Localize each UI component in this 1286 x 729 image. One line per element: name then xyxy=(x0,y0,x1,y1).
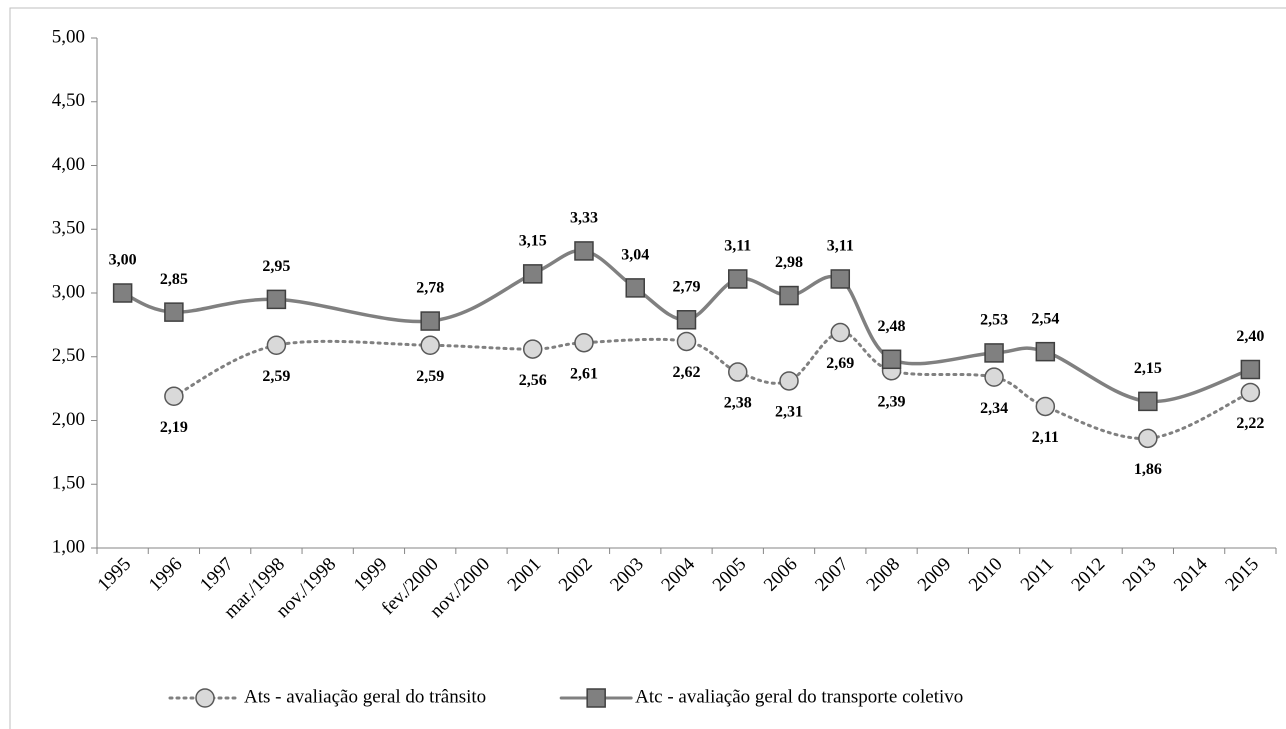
x-tick-label: 2011 xyxy=(1017,554,1058,595)
data-point xyxy=(266,289,287,310)
data-point xyxy=(1138,391,1158,412)
series-line xyxy=(120,249,1253,404)
x-tick-label: 2004 xyxy=(657,553,699,595)
x-tick-label: 1996 xyxy=(145,554,187,596)
data-point xyxy=(1240,359,1261,380)
data-point xyxy=(1240,382,1261,403)
legend: Ats - avaliação geral do trânsito Atc - a… xyxy=(168,686,963,708)
data-label: 3,04 xyxy=(621,247,649,264)
x-tick-label: 2003 xyxy=(606,554,648,596)
data-label: 2,15 xyxy=(1134,360,1162,377)
data-point xyxy=(830,322,851,343)
data-label: 2,48 xyxy=(878,318,906,335)
x-tick-label: 1997 xyxy=(196,554,238,596)
data-label: 3,11 xyxy=(724,238,751,255)
chart-border xyxy=(9,7,1286,729)
x-tick-label: 2002 xyxy=(555,554,597,596)
data-label: 2,69 xyxy=(826,355,854,372)
data-label: 2,38 xyxy=(724,395,752,412)
y-tick-label: 1,00 xyxy=(52,536,85,557)
y-tick-label: 2,00 xyxy=(52,409,85,430)
data-point xyxy=(164,386,184,407)
data-point xyxy=(625,278,645,298)
x-tick-label: 2007 xyxy=(811,554,853,596)
data-label: 2,39 xyxy=(878,393,906,410)
data-label: 2,31 xyxy=(775,404,803,421)
data-point xyxy=(164,302,184,322)
data-label: 2,11 xyxy=(1032,429,1059,446)
data-label: 1,86 xyxy=(1134,461,1162,478)
legend-label: Ats - avaliação geral do trânsito xyxy=(244,686,486,707)
x-tick-label: 1999 xyxy=(350,554,392,596)
data-point xyxy=(779,285,799,306)
data-label: 2,98 xyxy=(775,254,803,271)
data-point xyxy=(574,332,594,353)
x-tick-label: 2005 xyxy=(709,554,751,596)
data-label: 2,78 xyxy=(416,280,444,297)
y-tick-label: 3,00 xyxy=(52,281,85,302)
data-point xyxy=(522,339,543,359)
legend-marker xyxy=(586,688,606,708)
data-label: 3,15 xyxy=(519,233,547,250)
x-tick-label: 2013 xyxy=(1119,554,1161,596)
data-point xyxy=(266,335,287,356)
y-tick-label: 5,00 xyxy=(52,26,85,47)
data-label: 2,56 xyxy=(519,372,547,389)
data-point xyxy=(984,367,1004,387)
data-label: 2,53 xyxy=(980,312,1008,329)
x-tick-label: 1995 xyxy=(94,554,136,596)
y-tick-label: 4,00 xyxy=(52,154,85,175)
legend-marker xyxy=(195,688,215,708)
y-tick-label: 2,50 xyxy=(52,345,85,366)
data-point xyxy=(574,241,594,261)
data-point xyxy=(1035,341,1056,362)
data-point xyxy=(779,371,799,391)
x-tick-label: 2008 xyxy=(862,554,904,596)
data-label: 2,54 xyxy=(1031,310,1059,327)
data-label: 2,61 xyxy=(570,365,598,382)
data-point xyxy=(420,335,440,356)
data-label: 2,22 xyxy=(1236,415,1264,432)
x-tick-label: 2006 xyxy=(760,554,802,596)
data-label: 3,33 xyxy=(570,210,598,227)
data-point xyxy=(676,331,697,352)
x-tick-label: 2015 xyxy=(1221,554,1263,596)
data-label: 2,40 xyxy=(1236,328,1264,345)
y-tick-label: 4,50 xyxy=(52,90,85,111)
data-point xyxy=(728,269,748,289)
legend-label: Atc - avaliação geral do transporte cole… xyxy=(635,686,963,707)
x-tick-label: 2012 xyxy=(1067,554,1109,596)
data-label: 2,19 xyxy=(160,419,188,436)
data-point xyxy=(1035,396,1056,417)
data-label: 2,59 xyxy=(416,368,444,385)
x-tick-label: 2010 xyxy=(965,554,1007,596)
data-point xyxy=(112,283,133,303)
x-tick-label: 2009 xyxy=(914,554,956,596)
series-line xyxy=(172,331,1252,440)
x-tick-label: 2014 xyxy=(1170,553,1212,595)
data-label: 3,00 xyxy=(109,252,137,269)
y-tick-label: 3,50 xyxy=(52,218,85,239)
data-label: 2,59 xyxy=(262,368,290,385)
data-label: 3,11 xyxy=(827,238,854,255)
data-label: 2,62 xyxy=(673,364,701,381)
data-point xyxy=(676,310,697,330)
data-point xyxy=(728,362,748,382)
data-label: 2,34 xyxy=(980,400,1008,417)
data-point xyxy=(522,264,543,284)
data-point xyxy=(830,269,851,289)
x-tick-label: 2001 xyxy=(504,554,546,596)
data-point xyxy=(984,343,1004,363)
data-label: 2,79 xyxy=(673,278,701,295)
data-label: 2,95 xyxy=(262,258,290,275)
data-point xyxy=(881,349,902,370)
data-label: 2,85 xyxy=(160,271,188,288)
data-point xyxy=(420,311,440,331)
y-tick-label: 1,50 xyxy=(52,473,85,494)
data-point xyxy=(1138,428,1158,449)
